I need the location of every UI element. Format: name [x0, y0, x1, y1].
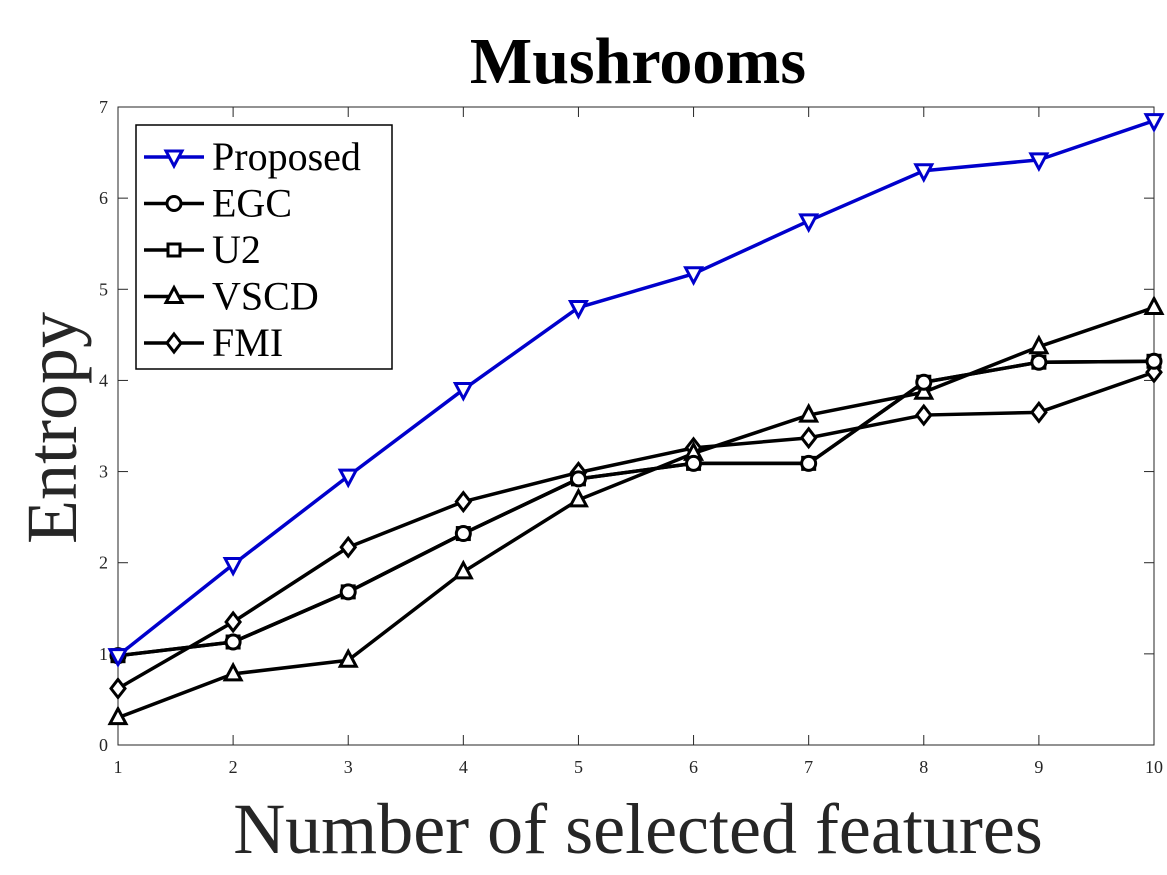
- data-point-vscd: [452, 559, 474, 580]
- x-axis-label: Number of selected features: [233, 789, 1043, 869]
- data-point-proposed: [222, 557, 244, 577]
- x-tick-label: 7: [804, 757, 813, 777]
- data-point-vscd: [107, 705, 129, 726]
- data-point-vscd: [222, 661, 244, 682]
- data-point-egc: [224, 633, 242, 651]
- series-line-u2: [117, 359, 1155, 658]
- y-tick-label: 4: [99, 370, 108, 390]
- x-tick-label: 8: [919, 757, 928, 777]
- legend-marker-proposed: [163, 149, 185, 170]
- x-tick-label: 9: [1034, 757, 1043, 777]
- series-vscd: [107, 295, 1165, 726]
- series-line-egc: [117, 359, 1155, 658]
- x-tick-label: 1: [114, 757, 123, 777]
- data-point-vscd: [1143, 295, 1165, 316]
- legend-label-vscd: VSCD: [212, 274, 319, 319]
- y-tick-label: 6: [99, 188, 108, 208]
- data-point-proposed: [567, 300, 589, 320]
- x-tick-label: 6: [689, 757, 698, 777]
- x-tick-label: 3: [344, 757, 353, 777]
- x-tick-label: 4: [459, 757, 468, 777]
- data-point-proposed: [452, 382, 474, 402]
- data-point-vscd: [1028, 334, 1050, 355]
- x-tick-label: 5: [574, 757, 583, 777]
- legend-label-proposed: Proposed: [212, 134, 361, 179]
- legend-entry-egc: EGC: [144, 181, 292, 226]
- data-point-fmi: [224, 610, 243, 634]
- legend-marker-fmi: [165, 331, 183, 355]
- x-tick-label: 10: [1145, 757, 1163, 777]
- series-u2: [110, 353, 1162, 664]
- data-point-egc: [800, 454, 818, 472]
- series-fmi: [109, 360, 1163, 700]
- y-tick-label: 1: [99, 644, 108, 664]
- data-point-fmi: [339, 535, 358, 559]
- data-point-vscd: [798, 402, 820, 423]
- data-point-vscd: [337, 648, 359, 668]
- y-tick-label: 3: [99, 462, 108, 482]
- data-point-vscd: [567, 487, 589, 508]
- data-point-fmi: [1029, 400, 1048, 424]
- data-point-egc: [685, 454, 703, 472]
- legend-label-egc: EGC: [212, 181, 292, 226]
- plot-area-frame: [117, 106, 1155, 746]
- data-point-proposed: [337, 468, 359, 489]
- legend-label-u2: U2: [212, 227, 261, 272]
- chart-title: Mushrooms: [470, 25, 806, 98]
- data-point-vscd: [913, 380, 935, 400]
- data-point-fmi: [914, 403, 933, 427]
- data-point-egc: [454, 525, 472, 543]
- data-point-proposed: [1143, 113, 1165, 133]
- legend-marker-u2: [166, 242, 182, 258]
- x-tick-label: 2: [229, 757, 238, 777]
- data-point-egc: [915, 373, 933, 391]
- data-point-egc: [339, 583, 357, 601]
- legend-marker-vscd: [163, 284, 185, 304]
- legend-entry-proposed: Proposed: [144, 134, 361, 179]
- y-tick-label: 0: [99, 735, 108, 755]
- legend-marker-egc: [165, 195, 183, 212]
- data-point-egc: [1145, 352, 1163, 370]
- data-point-proposed: [913, 163, 935, 183]
- data-point-egc: [1030, 353, 1048, 371]
- series-line-proposed: [116, 119, 1155, 658]
- y-tick-label: 7: [99, 97, 108, 117]
- series-layer: [107, 113, 1165, 726]
- data-point-proposed: [798, 213, 820, 234]
- data-point-proposed: [1028, 152, 1050, 173]
- data-point-egc: [569, 470, 587, 488]
- data-point-proposed: [107, 648, 129, 668]
- y-tick-label: 2: [99, 553, 108, 573]
- y-tick-label: 5: [99, 279, 108, 299]
- legend-entry-u2: U2: [144, 227, 261, 272]
- series-proposed: [107, 113, 1165, 668]
- data-point-fmi: [799, 426, 818, 450]
- y-axis-label: Entropy: [12, 312, 92, 544]
- data-point-fmi: [109, 677, 127, 700]
- legend-entry-vscd: VSCD: [144, 274, 319, 319]
- legend-entry-fmi: FMI: [144, 320, 283, 365]
- series-line-vscd: [117, 305, 1155, 720]
- series-line-fmi: [117, 370, 1155, 691]
- data-point-fmi: [454, 490, 473, 514]
- data-point-proposed: [683, 266, 705, 286]
- series-egc: [109, 352, 1163, 665]
- legend-label-fmi: FMI: [212, 320, 283, 365]
